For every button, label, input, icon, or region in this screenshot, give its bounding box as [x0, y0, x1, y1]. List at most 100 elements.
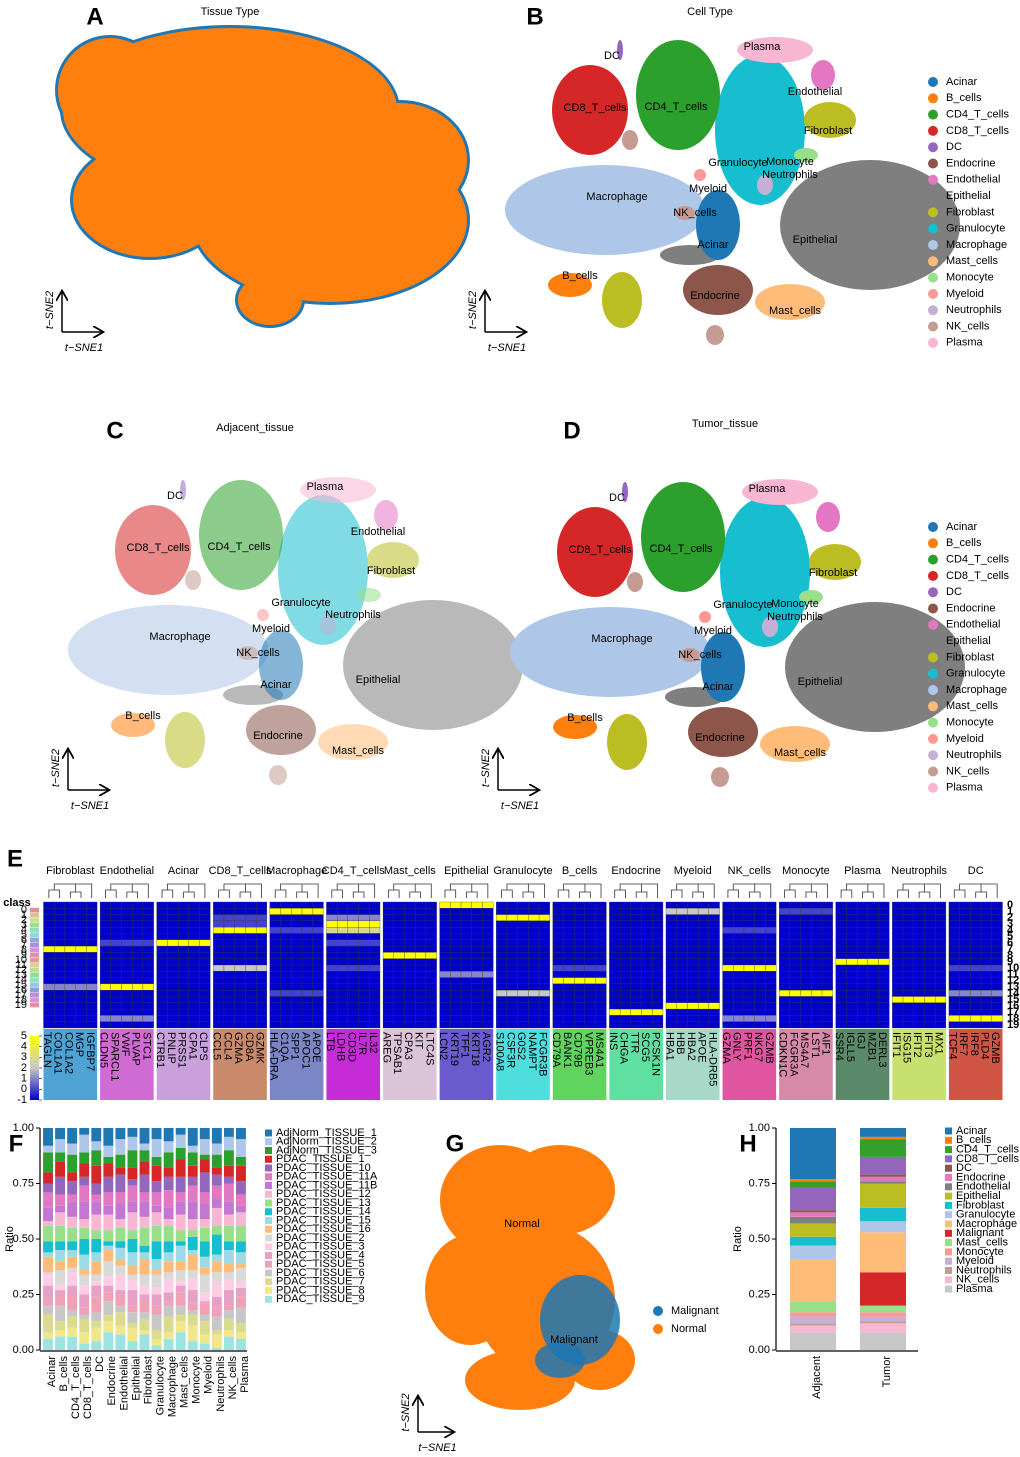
heatmap-cell: [177, 1021, 189, 1029]
heatmap-cell: [110, 1021, 122, 1029]
cell-cluster: [794, 148, 818, 162]
heatmap-cell: [574, 1015, 586, 1022]
legend-swatch: [928, 522, 938, 532]
heatmap-cell: [892, 1021, 904, 1029]
heatmap-cell: [574, 933, 586, 940]
gene-label: AGR2: [480, 1032, 492, 1062]
heatmap-cell: [687, 933, 699, 940]
heatmap-cell: [393, 964, 405, 972]
gene-label: IGLL5: [844, 1032, 856, 1062]
heatmap-cell: [765, 964, 777, 972]
heatmap-cell: [584, 958, 596, 966]
bar-segment: [175, 1245, 186, 1262]
heatmap-cell: [948, 939, 960, 947]
heatmap-cell: [697, 927, 709, 934]
y-tick-label: 0.50: [13, 1233, 34, 1245]
bar-segment: [67, 1336, 78, 1350]
heatmap-cell: [393, 1015, 405, 1022]
heatmap-cell: [121, 927, 133, 934]
heatmap-cell: [892, 958, 904, 966]
heatmap-cell: [811, 983, 823, 991]
heatmap-cell: [393, 1008, 405, 1016]
bar-segment: [790, 1245, 836, 1259]
heatmap-cell: [156, 958, 168, 966]
bar-segment: [43, 1338, 53, 1350]
bar-segment: [127, 1305, 138, 1313]
heatmap-cell: [425, 945, 437, 953]
legend-label: CD8_T_cells: [946, 125, 1009, 137]
bar-segment: [127, 1136, 138, 1151]
heatmap-cell: [789, 958, 801, 966]
axis-label: t−SNE2: [400, 1393, 412, 1431]
heatmap-cell: [188, 1021, 200, 1029]
bar-segment: [127, 1327, 138, 1342]
heatmap-cell: [913, 939, 925, 947]
heatmap-cell: [156, 1015, 168, 1022]
cluster-label: B_cells: [125, 710, 161, 722]
heatmap-cell: [75, 908, 87, 915]
heatmap-cell: [595, 1002, 607, 1010]
heatmap-cell: [43, 939, 55, 947]
heatmap-cell: [64, 927, 76, 934]
heatmap-cell: [132, 901, 144, 909]
bar-segment: [43, 1298, 53, 1306]
heatmap-cell: [382, 939, 394, 947]
bar-segment: [67, 1227, 78, 1242]
bar-segment: [103, 1276, 114, 1286]
heatmap-cell: [959, 914, 971, 922]
panel-title: Adjacent_tissue: [216, 422, 294, 434]
bar-segment: [223, 1250, 234, 1264]
heatmap-cell: [708, 1002, 720, 1010]
bar-segment: [187, 1278, 198, 1291]
legend-swatch: [928, 636, 938, 647]
heatmap-cell: [415, 958, 427, 966]
heatmap-cell: [312, 977, 324, 985]
bar-segment: [103, 1285, 114, 1293]
heatmap-cell: [110, 933, 122, 940]
class-swatch: [30, 927, 39, 933]
heatmap-cell: [935, 964, 947, 972]
bar-segment: [860, 1321, 906, 1324]
class-label: 18: [1007, 1012, 1019, 1024]
x-tick-label: Fibroblast: [142, 1356, 154, 1404]
heatmap-cell: [641, 933, 653, 940]
heatmap-cell: [935, 971, 947, 978]
bar-segment: [187, 1152, 198, 1166]
bar-segment: [175, 1292, 186, 1306]
heatmap-cell: [382, 927, 394, 934]
heatmap-cell: [404, 920, 416, 928]
heatmap-cell: [733, 920, 745, 928]
heatmap-cell: [269, 1021, 281, 1029]
dendrogram: [48, 883, 93, 898]
heatmap-cell: [584, 996, 596, 1003]
cluster-label: CD4_T_cells: [208, 541, 271, 553]
heatmap-cell: [347, 1002, 359, 1010]
heatmap-cell: [439, 908, 451, 915]
heatmap-cell: [857, 1008, 869, 1016]
bar-segment: [43, 1241, 53, 1253]
heatmap-cell: [223, 908, 235, 915]
legend-swatch: [945, 1276, 952, 1284]
legend-label: CD4_T_cells: [946, 554, 1009, 566]
bar-segment: [163, 1305, 174, 1317]
heatmap-cell: [312, 901, 324, 909]
heatmap-cell: [948, 1021, 960, 1029]
heatmap-cell: [245, 964, 257, 972]
bar-segment: [790, 1258, 836, 1302]
heatmap-cell: [86, 952, 98, 959]
heatmap-cell: [177, 1015, 189, 1022]
heatmap-cell: [291, 945, 303, 953]
heatmap-cell: [382, 920, 394, 928]
heatmap-cell: [878, 990, 890, 997]
bar-segment: [236, 1225, 246, 1242]
heatmap-cell: [552, 945, 564, 953]
bar-segment: [55, 1321, 66, 1331]
bar-segment: [236, 1139, 246, 1157]
heatmap-cell: [188, 1008, 200, 1016]
heatmap-cell: [630, 901, 642, 909]
heatmap-cell: [255, 933, 268, 940]
heatmap-cell: [902, 945, 914, 953]
heatmap-cell: [935, 977, 947, 985]
heatmap-cell: [142, 1002, 154, 1010]
cluster-label: Neutrophils: [325, 609, 381, 621]
